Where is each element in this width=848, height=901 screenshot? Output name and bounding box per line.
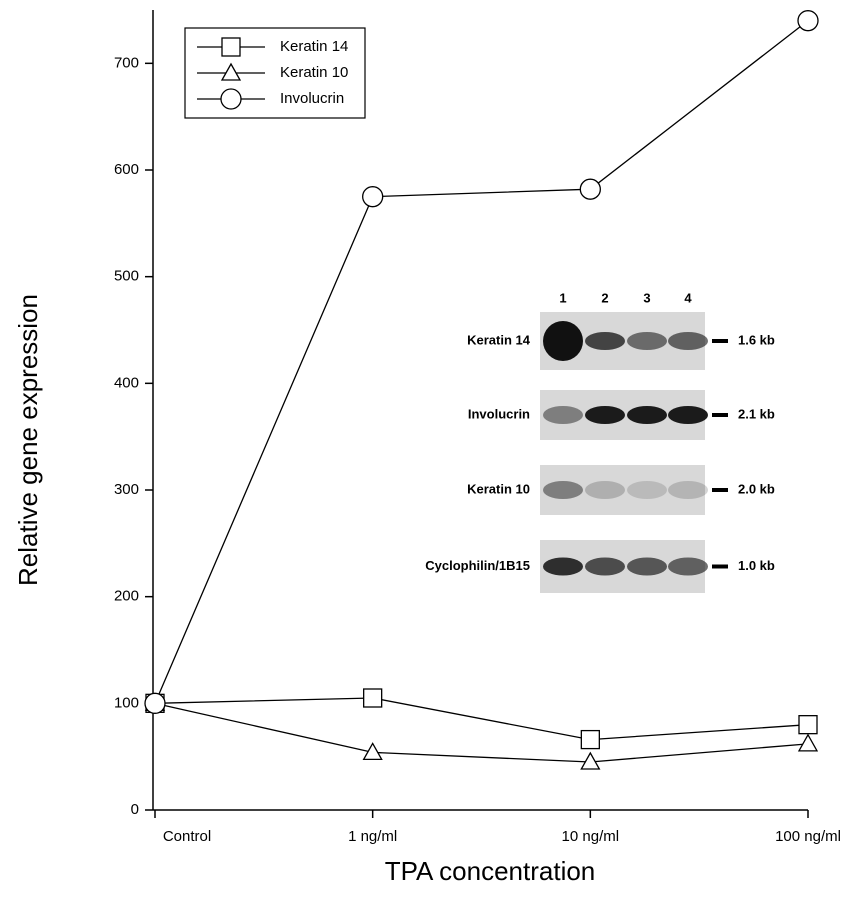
blot-band [668,406,708,424]
data-point [581,731,599,749]
blot-band [543,321,583,361]
blot-band [585,406,625,424]
blot-band [627,481,667,499]
legend-label: Involucrin [280,90,344,107]
series-line [155,698,808,740]
blot-marker [712,565,728,569]
blot-size-label: 2.1 kb [738,406,775,421]
blot-band [543,406,583,424]
y-tick-label: 200 [114,588,139,605]
blot-band [585,332,625,350]
blot-marker [712,413,728,417]
blot-band [585,558,625,576]
y-tick-label: 400 [114,374,139,391]
lane-label: 2 [601,290,608,305]
blot-band [627,558,667,576]
y-tick-label: 100 [114,694,139,711]
blot-row-label: Involucrin [468,406,530,421]
lane-label: 4 [684,290,692,305]
series-line [155,703,808,762]
blot-row-label: Cyclophilin/1B15 [425,558,530,573]
data-point [799,716,817,734]
blot-band [543,558,583,576]
x-tick-label: 100 ng/ml [775,828,841,845]
x-tick-label: 1 ng/ml [348,828,397,845]
y-tick-label: 700 [114,54,139,71]
data-point [798,11,818,31]
legend-label: Keratin 14 [280,38,348,55]
x-tick-label: 10 ng/ml [562,828,620,845]
blot-band [668,332,708,350]
data-point [799,735,817,751]
lane-label: 1 [559,290,566,305]
y-tick-label: 600 [114,161,139,178]
legend-marker [221,89,241,109]
blot-band [668,481,708,499]
blot-band [543,481,583,499]
blot-size-label: 2.0 kb [738,481,775,496]
series-line [155,21,808,704]
blot-size-label: 1.0 kb [738,558,775,573]
blot-band [627,406,667,424]
blot-marker [712,339,728,343]
legend-marker [222,38,240,56]
blot-marker [712,488,728,492]
blot-size-label: 1.6 kb [738,332,775,347]
x-tick-label: Control [163,828,211,845]
y-tick-label: 0 [131,801,139,818]
blot-row-label: Keratin 14 [467,332,531,347]
blot-band [585,481,625,499]
lane-label: 3 [643,290,650,305]
page: TPA concentration Relative gene expressi… [0,0,848,901]
blot-band [627,332,667,350]
data-point [364,689,382,707]
blot-row-label: Keratin 10 [467,481,530,496]
data-point [580,179,600,199]
y-axis-title: Relative gene expression [13,294,43,586]
y-tick-label: 500 [114,268,139,285]
data-point [145,693,165,713]
chart: TPA concentration Relative gene expressi… [0,0,848,901]
x-axis-title: TPA concentration [385,856,596,886]
data-point [363,187,383,207]
legend-label: Keratin 10 [280,64,348,81]
y-tick-label: 300 [114,481,139,498]
blot-band [668,558,708,576]
